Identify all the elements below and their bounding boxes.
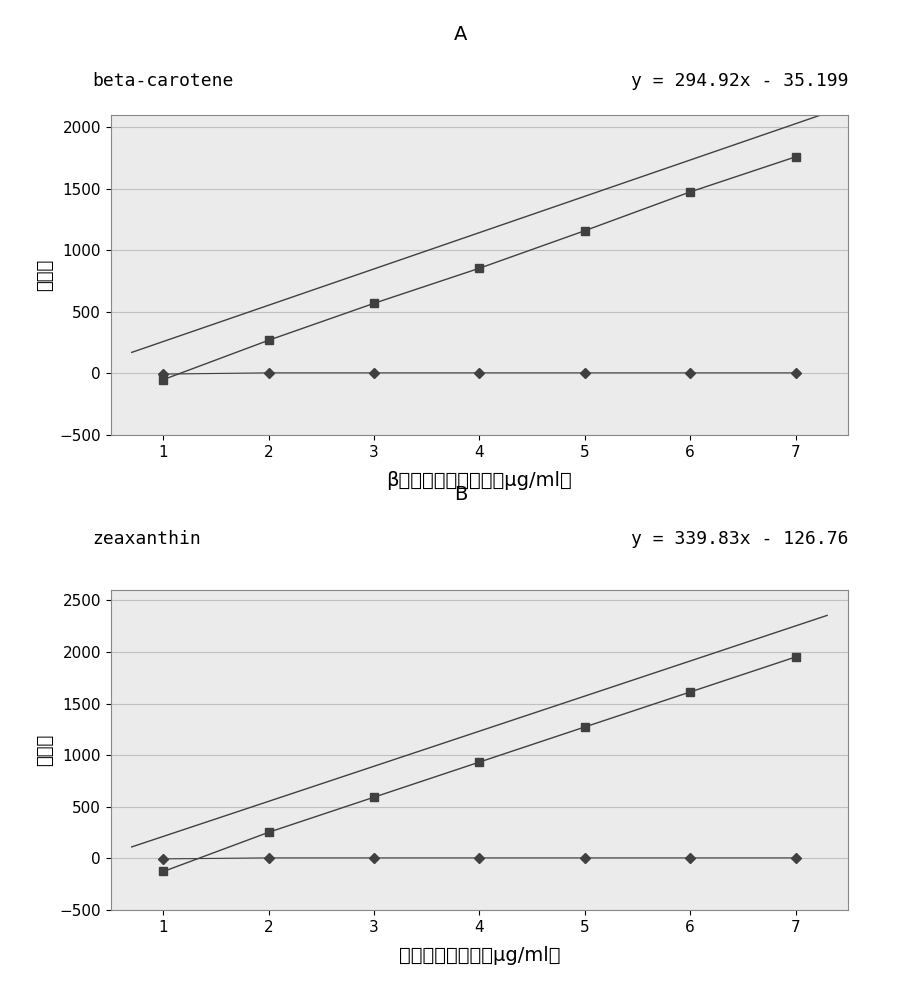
Text: beta-carotene: beta-carotene <box>92 72 233 90</box>
Y-axis label: 峰面积: 峰面积 <box>36 259 53 291</box>
X-axis label: β－胡萝卜素的浓度（μg/ml）: β－胡萝卜素的浓度（μg/ml） <box>386 471 573 490</box>
Text: A: A <box>455 25 467 44</box>
Text: B: B <box>455 485 467 504</box>
Y-axis label: 峰面积: 峰面积 <box>36 734 53 766</box>
Text: y = 339.83x - 126.76: y = 339.83x - 126.76 <box>631 530 848 548</box>
Text: y = 294.92x - 35.199: y = 294.92x - 35.199 <box>631 72 848 90</box>
X-axis label: 玉米黄素的浓度（μg/ml）: 玉米黄素的浓度（μg/ml） <box>398 946 561 965</box>
Text: zeaxanthin: zeaxanthin <box>92 530 201 548</box>
